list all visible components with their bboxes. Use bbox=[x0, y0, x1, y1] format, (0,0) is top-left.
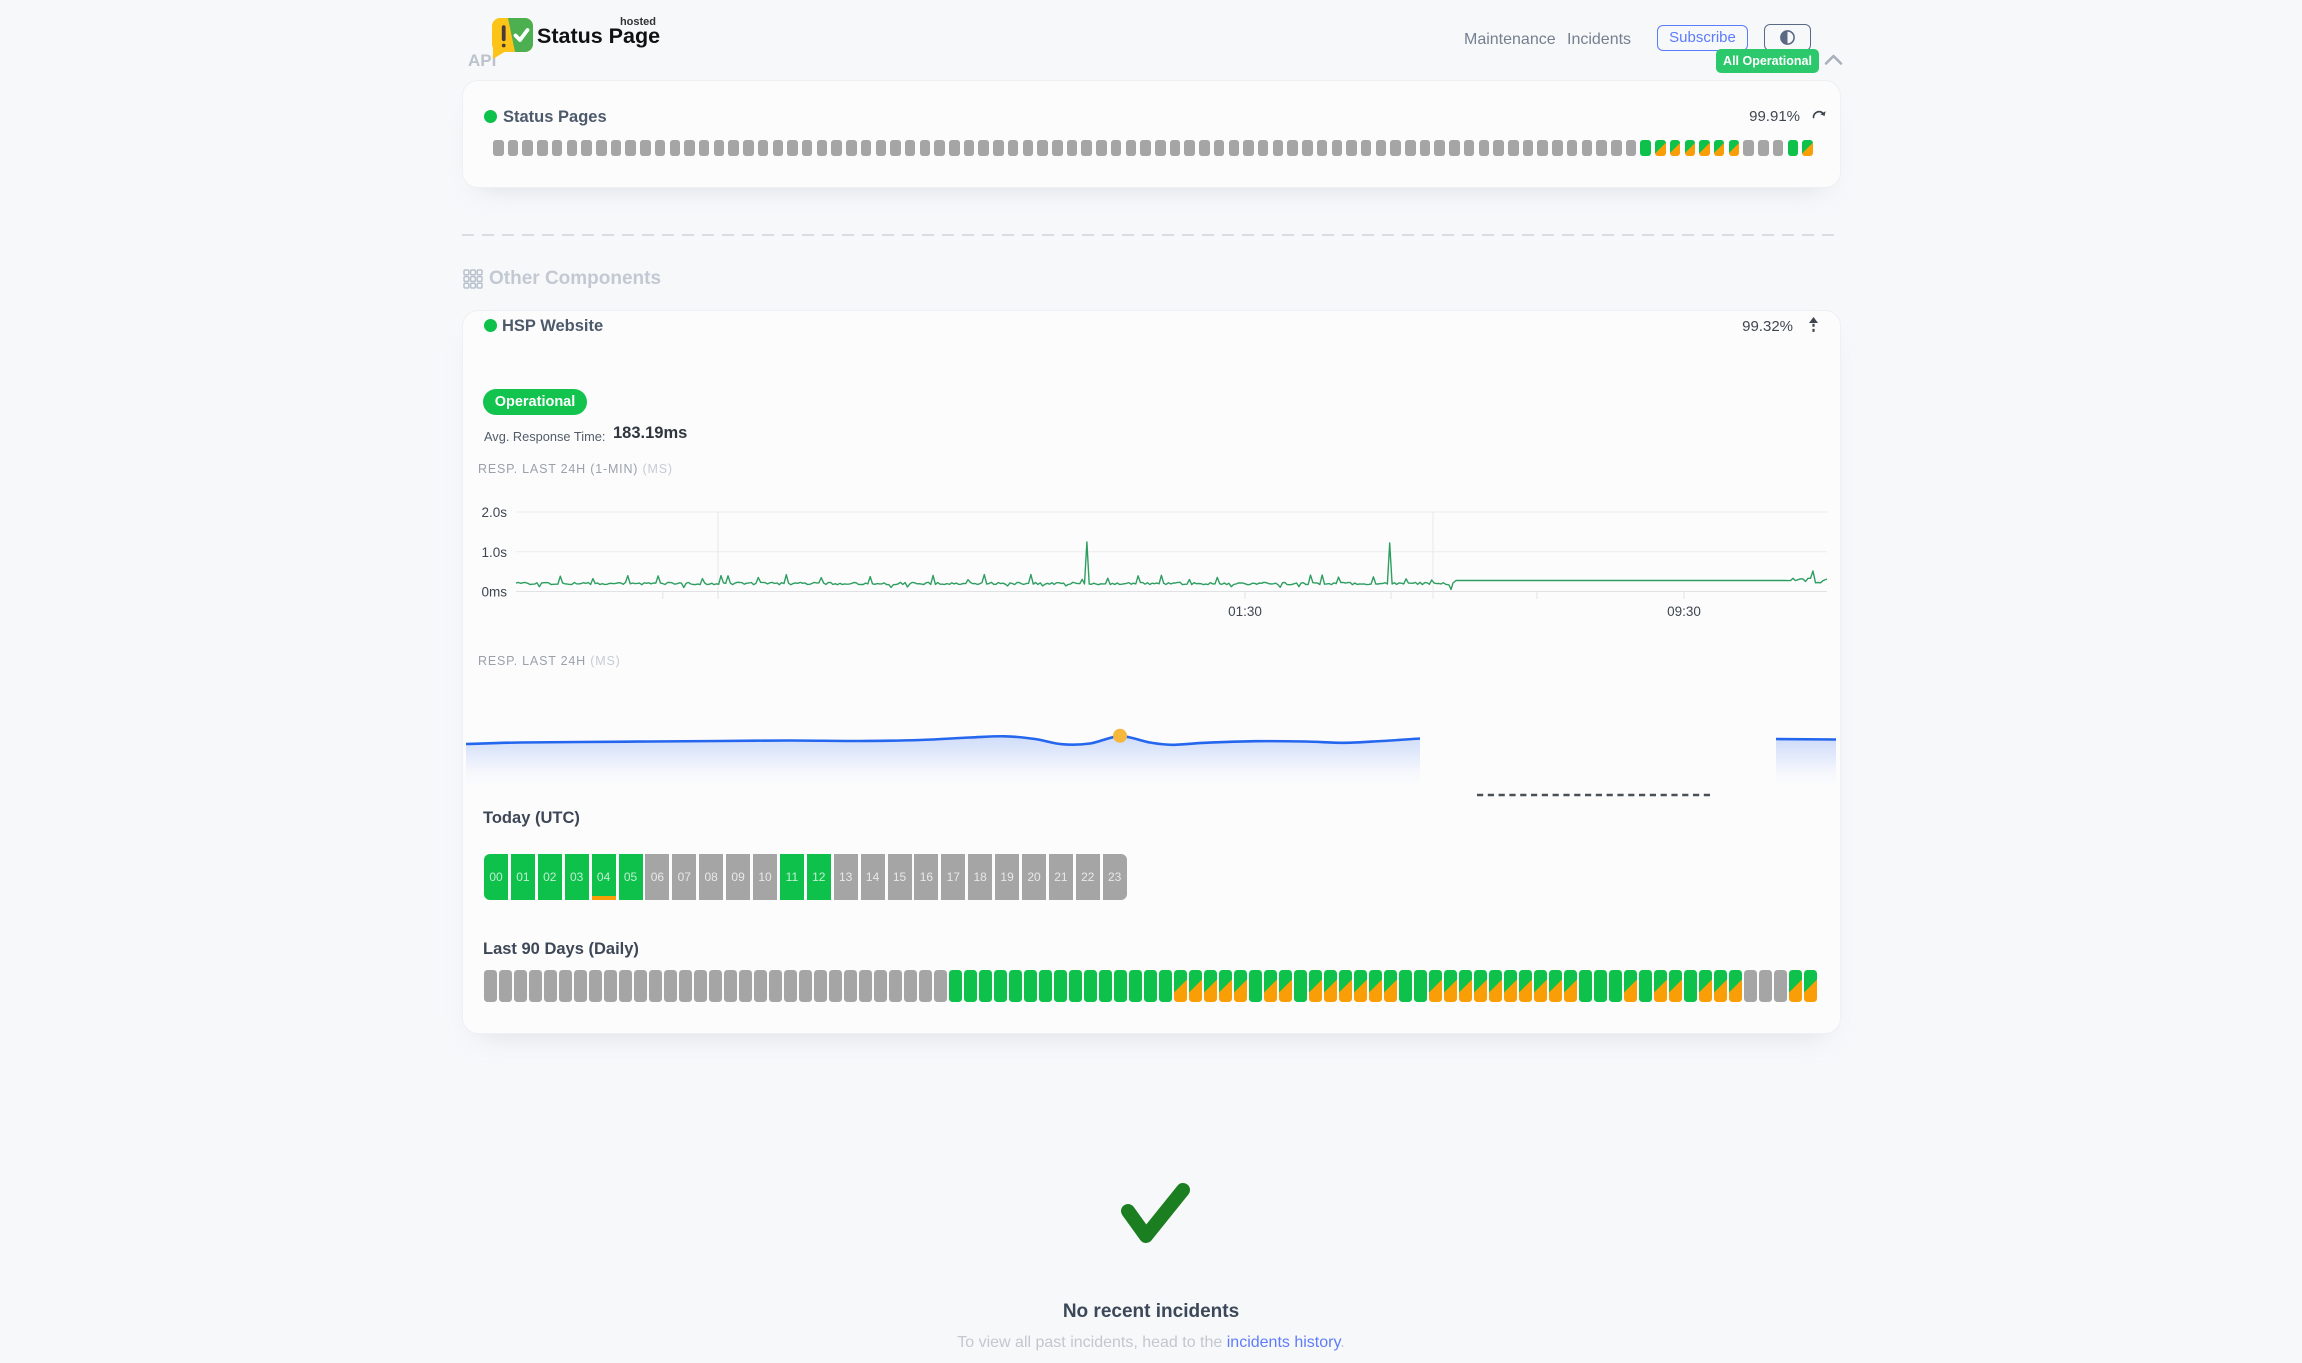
svg-text:2.0s: 2.0s bbox=[481, 505, 507, 520]
svg-text:1.0s: 1.0s bbox=[481, 545, 507, 560]
svg-text:01:30: 01:30 bbox=[1228, 604, 1262, 619]
svg-text:09:30: 09:30 bbox=[1667, 604, 1701, 619]
svg-text:0ms: 0ms bbox=[481, 585, 507, 600]
